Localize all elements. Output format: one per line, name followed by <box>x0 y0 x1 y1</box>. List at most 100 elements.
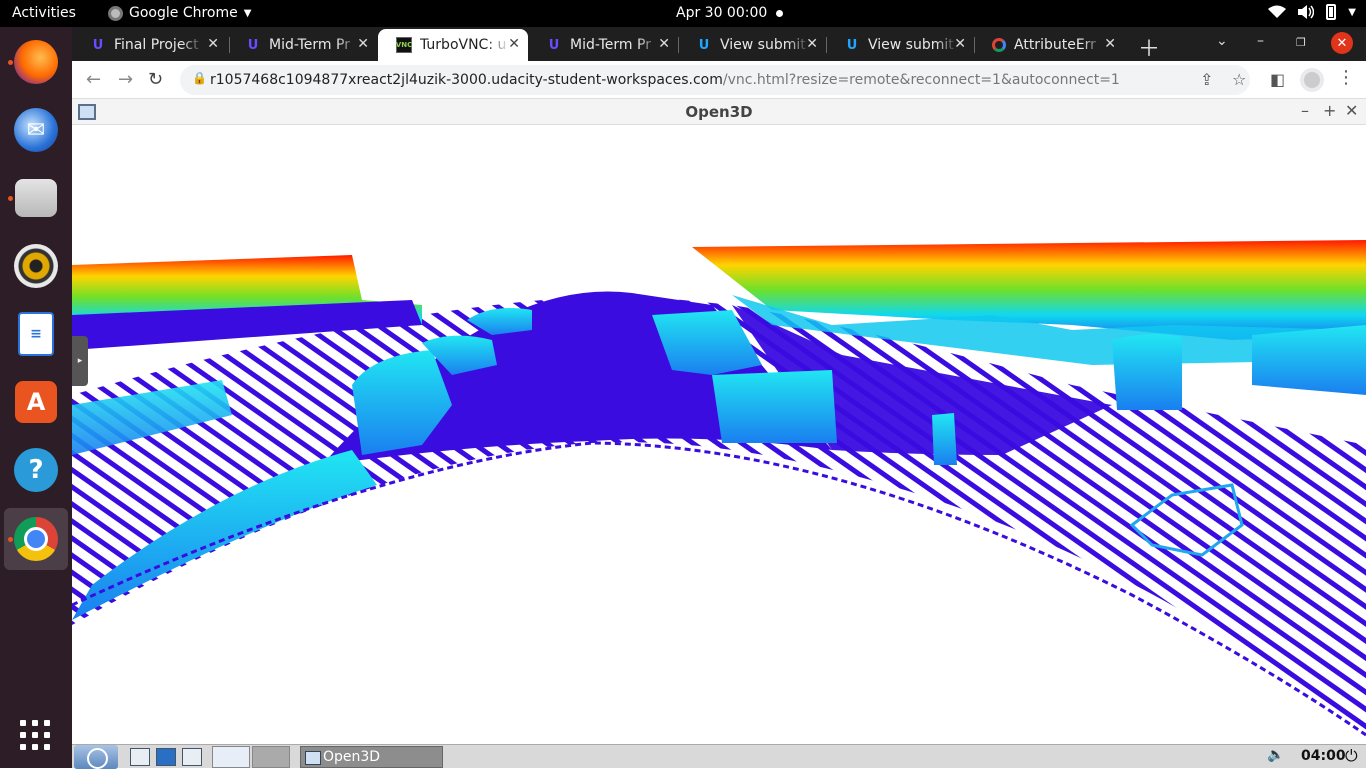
tab[interactable]: U Mid-Term Pr ✕ <box>528 29 678 61</box>
tab-title: View submit <box>720 37 806 53</box>
close-icon[interactable]: ✕ <box>1345 101 1359 120</box>
workspace-2[interactable] <box>252 746 290 768</box>
novnc-control-bar-handle[interactable]: ▸ <box>72 336 88 386</box>
tab-close-icon[interactable]: ✕ <box>508 36 520 52</box>
restore-icon[interactable]: ❐ <box>1296 36 1306 49</box>
minimize-icon[interactable]: – <box>1301 101 1309 120</box>
right-building <box>692 240 1366 340</box>
activities-button[interactable]: Activities <box>12 5 76 21</box>
dock-item-thunderbird[interactable]: ✉ <box>4 99 68 161</box>
close-window-button[interactable]: ✕ <box>1331 32 1353 54</box>
parked-car <box>422 335 497 375</box>
system-monitor-icon[interactable] <box>156 748 176 766</box>
menu-caret-icon: ▼ <box>1348 6 1356 18</box>
forward-icon[interactable]: → <box>118 69 134 90</box>
new-tab-button[interactable]: ＋ <box>1138 37 1161 62</box>
app-menu[interactable]: Google Chrome ▼ <box>108 5 251 21</box>
tab-close-icon[interactable]: ✕ <box>357 36 369 52</box>
lidar-point-cloud <box>71 240 1366 737</box>
firefox-icon <box>14 40 58 84</box>
udacity-icon: U <box>247 37 259 53</box>
address-bar[interactable]: 🔒 r1057468c1094877xreact2jl4uzik-3000.ud… <box>180 65 1250 95</box>
tab-separator <box>974 37 975 53</box>
power-icon[interactable]: ⏻ <box>1345 746 1358 765</box>
vnc-start-menu-button[interactable] <box>74 745 118 769</box>
share-icon[interactable]: ⇪ <box>1200 70 1214 89</box>
writer-icon: ≡ <box>18 312 54 356</box>
tab-title: AttributeErr <box>1014 37 1096 53</box>
chrome-mini-icon <box>108 5 123 21</box>
wifi-icon <box>1268 5 1287 18</box>
reload-icon[interactable]: ↻ <box>148 69 164 90</box>
udacity-icon: U <box>548 37 560 53</box>
back-icon[interactable]: ← <box>86 69 102 90</box>
browser-toolbar: ← → ↻ 🔒 r1057468c1094877xreact2jl4uzik-3… <box>72 61 1366 99</box>
volume-icon <box>1298 5 1315 19</box>
dock-item-rhythmbox[interactable] <box>4 235 68 297</box>
tab-separator <box>229 37 230 53</box>
parked-car <box>72 380 232 455</box>
udacity-blue-icon: U <box>698 37 710 53</box>
dock-item-chrome[interactable] <box>4 508 68 570</box>
tab[interactable]: AttributeErr ✕ <box>974 29 1124 61</box>
terminal-icon[interactable] <box>182 748 202 766</box>
tab-active[interactable]: VNC TurboVNC: u ✕ <box>378 29 528 61</box>
dock-item-firefox[interactable] <box>4 31 68 93</box>
taskbar-item-open3d[interactable]: Open3D <box>300 746 443 768</box>
dock-item-software[interactable]: A <box>4 371 68 433</box>
tab-close-icon[interactable]: ✕ <box>658 36 670 52</box>
lock-icon: 🔒 <box>192 71 207 85</box>
tab-title: TurboVNC: u <box>420 37 507 53</box>
caret-down-icon: ▼ <box>243 7 252 19</box>
url-host: r1057468c1094877xreact2jl4uzik-3000.udac… <box>210 72 723 88</box>
tab[interactable]: U Final Project ✕ <box>72 29 227 61</box>
window-title: Open3D <box>685 103 753 121</box>
tab-close-icon[interactable]: ✕ <box>806 36 818 52</box>
minimize-icon[interactable]: – <box>1257 33 1264 49</box>
app-menu-label: Google Chrome <box>129 5 238 21</box>
tab-close-icon[interactable]: ✕ <box>954 36 966 52</box>
vehicle-ahead <box>652 310 762 375</box>
dock-item-writer[interactable]: ≡ <box>4 303 68 365</box>
tab[interactable]: U View submit ✕ <box>826 29 974 61</box>
udacity-icon: U <box>92 37 104 53</box>
speaker-icon[interactable]: 🔈 <box>1267 747 1285 763</box>
menu-kebab-icon[interactable]: ⋮ <box>1337 67 1355 88</box>
tab[interactable]: U Mid-Term Pr ✕ <box>227 29 377 61</box>
pointcloud-viewport[interactable] <box>71 125 1366 744</box>
app-grid-icon[interactable] <box>20 720 50 750</box>
file-manager-icon[interactable] <box>130 748 150 766</box>
tab-close-icon[interactable]: ✕ <box>1104 36 1116 52</box>
parked-car-near <box>72 450 377 620</box>
help-icon: ? <box>14 448 58 492</box>
workspace-1[interactable] <box>212 746 250 768</box>
chrome-icon <box>14 517 58 561</box>
parked-car-right <box>1112 334 1182 410</box>
system-tray[interactable]: ▼ <box>1268 4 1356 20</box>
open3d-title-bar: Open3D – + ✕ <box>72 99 1366 125</box>
parked-car <box>352 350 452 455</box>
tab-separator <box>678 37 679 53</box>
maximize-icon[interactable]: + <box>1323 101 1337 120</box>
pedestrian <box>932 413 957 465</box>
vnc-clock[interactable]: 04:00 <box>1301 748 1346 764</box>
tab-close-icon[interactable]: ✕ <box>207 36 219 52</box>
profile-avatar[interactable] <box>1300 68 1324 92</box>
clock[interactable]: Apr 30 00:00 <box>676 5 768 21</box>
ubuntu-dock: ✉ ≡ A ? <box>0 27 72 768</box>
running-indicator <box>8 537 13 542</box>
tab-search-icon[interactable]: ⌄ <box>1216 33 1228 49</box>
udacity-blue-icon: U <box>846 37 858 53</box>
vehicle-ahead <box>712 370 837 443</box>
tab-title: Mid-Term Pr <box>269 37 350 53</box>
cyclist <box>1129 483 1244 557</box>
tab-title: View submit <box>868 37 954 53</box>
side-panel-icon[interactable]: ◧ <box>1270 70 1286 89</box>
vnc-desktop-panel: Open3D 🔈 04:00 ⏻ <box>72 744 1366 769</box>
dock-item-files[interactable] <box>4 167 68 229</box>
browser-tab-strip: U Final Project ✕ U Mid-Term Pr ✕ VNC Tu… <box>72 27 1366 62</box>
dock-item-help[interactable]: ? <box>4 439 68 501</box>
tab[interactable]: U View submit ✕ <box>678 29 826 61</box>
bookmark-star-icon[interactable]: ☆ <box>1232 70 1247 89</box>
tab-title: Mid-Term Pr <box>570 37 651 53</box>
